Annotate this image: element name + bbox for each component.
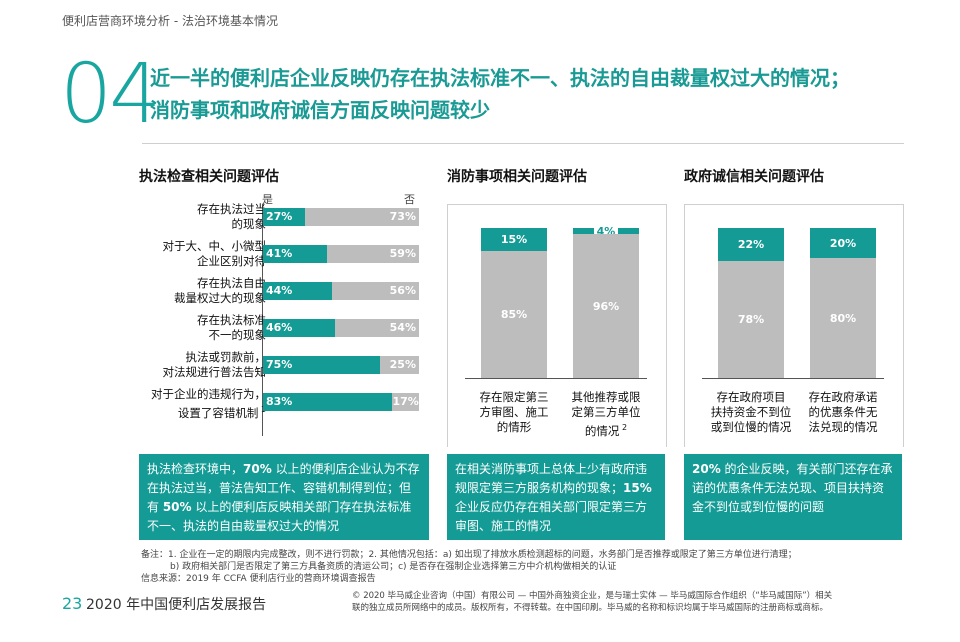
callout-fire-safety: 在相关消防事项上总体上少有政府违规限定第三方服务机构的现象；15% 企业反应仍存… [447, 454, 665, 540]
chart2-title: 消防事项相关问题评估 [447, 169, 587, 185]
chart3-frame [684, 204, 904, 447]
chart1-bar-no: 25% [380, 356, 419, 374]
chart3-bar-bottom: 80% [810, 258, 876, 378]
page-headline: 近一半的便利店企业反映仍存在执法标准不一、执法的自由裁量权过大的情况； 消防事项… [150, 62, 910, 126]
chart2-bar-top: 15% [481, 228, 547, 251]
chart1-category-label: 执法或罚款前， 对法规进行普法告知 [162, 350, 267, 379]
chart1-bar-no: 56% [331, 282, 419, 300]
chart1-bar-yes: 83% [263, 393, 393, 411]
chart1-bar-yes: 41% [263, 245, 327, 263]
chart1-category-label: 对于大、中、小微型 企业区别对待 [162, 239, 267, 268]
chart1-bar-no: 17% [392, 393, 419, 411]
chart3-bar-bottom: 78% [718, 261, 784, 378]
chart1-bar-yes: 44% [263, 282, 332, 300]
section-number: 04 [60, 47, 161, 142]
chart1-category-label: 存在执法自由 裁量权过大的现象 [174, 276, 266, 305]
chart1-axis [262, 204, 263, 436]
divider [142, 143, 904, 144]
report-title: 2020 年中国便利店发展报告 [86, 597, 267, 613]
chart1-title: 执法检查相关问题评估 [139, 169, 279, 185]
chart2-baseline [465, 378, 647, 379]
legend-yes: 是 [262, 193, 273, 206]
headline-line-1: 近一半的便利店企业反映仍存在执法标准不一、执法的自由裁量权过大的情况； [150, 66, 850, 90]
chart3-title: 政府诚信相关问题评估 [684, 169, 824, 185]
chart1-bar-yes: 46% [263, 319, 335, 337]
breadcrumb: 便利店营商环境分析 - 法治环境基本情况 [62, 14, 278, 28]
legend-no: 否 [404, 193, 415, 206]
chart1-category-label: 存在执法过当 的现象 [197, 202, 266, 231]
chart1-bar-yes: 75% [263, 356, 380, 374]
chart1-bar-yes: 27% [263, 208, 306, 226]
chart3-category-label: 存在政府项目 扶持资金不到位 或到位慢的情况 [710, 390, 792, 434]
chart1-bar-no: 54% [334, 319, 419, 337]
chart3-bar-top: 20% [810, 228, 876, 258]
chart3-category-label: 存在政府承诺 的优惠条件无 法兑现的情况 [808, 390, 878, 434]
chart1-category-label: 存在执法标准 不一的现象 [197, 313, 266, 342]
callout-government-integrity: 20% 的企业反映，有关部门还存在承诺的优惠条件无法兑现、项目扶持资金不到位或到… [684, 454, 902, 540]
chart1-category-label: 对于企业的违规行为，设置了容错机制 1 [151, 387, 266, 420]
chart2-bar-bottom: 96% [573, 234, 639, 378]
chart2-category-label: 其他推荐或限 定第三方单位 的情况 2 [571, 390, 641, 438]
copyright-line-2: 联的独立成员所网络中的成员。版权所有，不得转载。在中国印刷。毕马威的名称和标识均… [352, 603, 829, 613]
copyright: © 2020 毕马威企业咨询（中国）有限公司 — 中国外商独资企业，是与瑞士实体… [352, 590, 912, 614]
chart1-bar-no: 73% [305, 208, 419, 226]
callout-enforcement: 执法检查环境中，70% 以上的便利店企业认为不存在执法过当，普法告知工作、容错机… [139, 454, 429, 540]
chart1-bar-no: 59% [326, 245, 419, 263]
notes-line-2: b) 政府相关部门是否限定了第三方具备资质的清运公司；c) 是否存在强制企业选择… [170, 562, 617, 572]
notes: 备注：1. 企业在一定的期限内完成整改，则不进行罚款；2. 其他情况包括：a) … [141, 549, 921, 585]
chart3-baseline [702, 378, 884, 379]
chart2-bar-bottom: 85% [481, 250, 547, 378]
chart2-category-label: 存在限定第三 方审图、施工 的情形 [479, 390, 549, 434]
copyright-line-1: © 2020 毕马威企业咨询（中国）有限公司 — 中国外商独资企业，是与瑞士实体… [352, 591, 833, 601]
chart3-bar-top: 22% [718, 228, 784, 261]
page-number: 23 [62, 594, 83, 613]
notes-line-1: 备注：1. 企业在一定的期限内完成整改，则不进行罚款；2. 其他情况包括：a) … [141, 550, 797, 560]
headline-line-2: 消防事项和政府诚信方面反映问题较少 [150, 98, 490, 122]
notes-source: 信息来源：2019 年 CCFA 便利店行业的营商环境调查报告 [141, 574, 376, 584]
chart2-frame [447, 204, 667, 447]
